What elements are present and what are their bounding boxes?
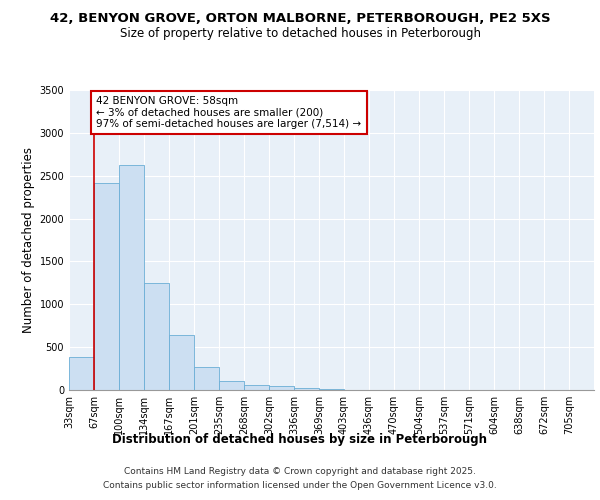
Text: Size of property relative to detached houses in Peterborough: Size of property relative to detached ho… — [119, 28, 481, 40]
Bar — [219, 381, 244, 390]
Text: Contains HM Land Registry data © Crown copyright and database right 2025.: Contains HM Land Registry data © Crown c… — [124, 468, 476, 476]
Bar — [169, 335, 194, 390]
Bar — [144, 283, 169, 390]
Bar — [294, 388, 319, 390]
Bar — [119, 166, 144, 390]
Text: 42, BENYON GROVE, ORTON MALBORNE, PETERBOROUGH, PE2 5XS: 42, BENYON GROVE, ORTON MALBORNE, PETERB… — [50, 12, 550, 26]
Bar — [194, 367, 219, 390]
Bar — [269, 386, 294, 390]
Bar — [244, 385, 269, 390]
Bar — [69, 356, 94, 390]
Text: 42 BENYON GROVE: 58sqm
← 3% of detached houses are smaller (200)
97% of semi-det: 42 BENYON GROVE: 58sqm ← 3% of detached … — [97, 96, 362, 129]
Y-axis label: Number of detached properties: Number of detached properties — [22, 147, 35, 333]
Text: Contains public sector information licensed under the Open Government Licence v3: Contains public sector information licen… — [103, 481, 497, 490]
Bar — [94, 182, 119, 390]
Text: Distribution of detached houses by size in Peterborough: Distribution of detached houses by size … — [113, 432, 487, 446]
